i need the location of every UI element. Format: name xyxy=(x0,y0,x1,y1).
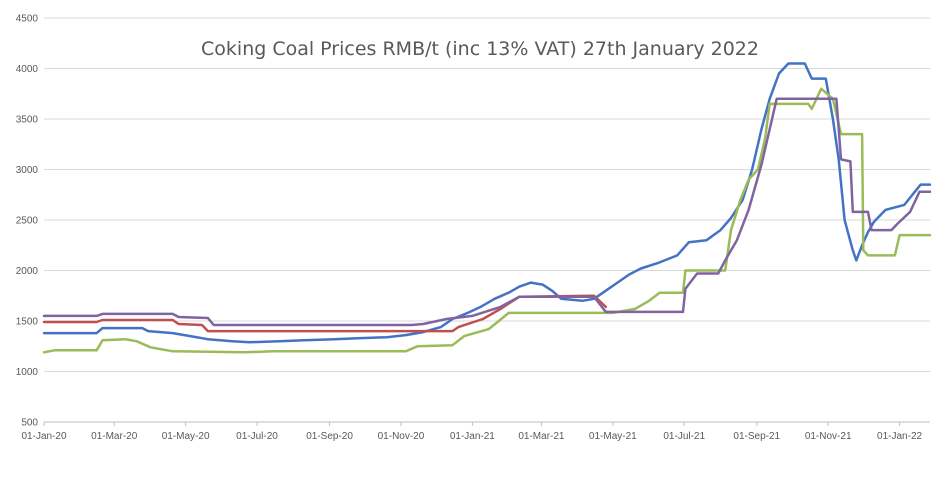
x-tick-label: 01-Nov-21 xyxy=(805,431,852,442)
y-tick-label: 1000 xyxy=(16,367,39,378)
x-tick-label: 01-Mar-21 xyxy=(518,431,565,442)
x-tick-label: 01-Jan-22 xyxy=(877,431,922,442)
series-line-1 xyxy=(42,62,932,344)
y-tick-label: 4000 xyxy=(16,64,39,75)
axes xyxy=(43,421,930,426)
y-tick-label: 500 xyxy=(21,418,38,429)
y-tick-labels: 500 1000 1500 2000 2500 3000 3500 4000 4500 xyxy=(16,14,39,429)
x-tick-label: 01-Nov-20 xyxy=(378,431,425,442)
x-tick-label: 01-May-21 xyxy=(589,431,637,442)
y-tick-label: 4500 xyxy=(16,14,39,25)
gridlines xyxy=(44,17,930,372)
x-tick-label: 01-Sep-20 xyxy=(306,431,353,442)
chart-title: Coking Coal Prices RMB/t (inc 13% VAT) 2… xyxy=(201,38,759,60)
x-tick-label: 01-Jan-21 xyxy=(450,431,495,442)
y-tick-label: 3000 xyxy=(16,165,39,176)
x-tick-label: 01-Jul-21 xyxy=(663,431,705,442)
x-tick-label: 01-May-20 xyxy=(162,431,210,442)
series-lines xyxy=(42,62,932,354)
x-tick-label: 01-Jul-20 xyxy=(236,431,278,442)
x-tick-label: 01-Jan-20 xyxy=(21,431,66,442)
y-tick-label: 1500 xyxy=(16,317,39,328)
series-line-4 xyxy=(42,97,932,327)
y-tick-label: 2000 xyxy=(16,266,39,277)
x-tick-label: 01-Sep-21 xyxy=(733,431,780,442)
x-tick-labels: 01-Jan-20 01-Mar-20 01-May-20 01-Jul-20 01-S… xyxy=(21,431,922,442)
x-tick-label: 01-Mar-20 xyxy=(91,431,138,442)
y-tick-label: 3500 xyxy=(16,115,39,126)
y-tick-label: 2500 xyxy=(16,216,39,227)
